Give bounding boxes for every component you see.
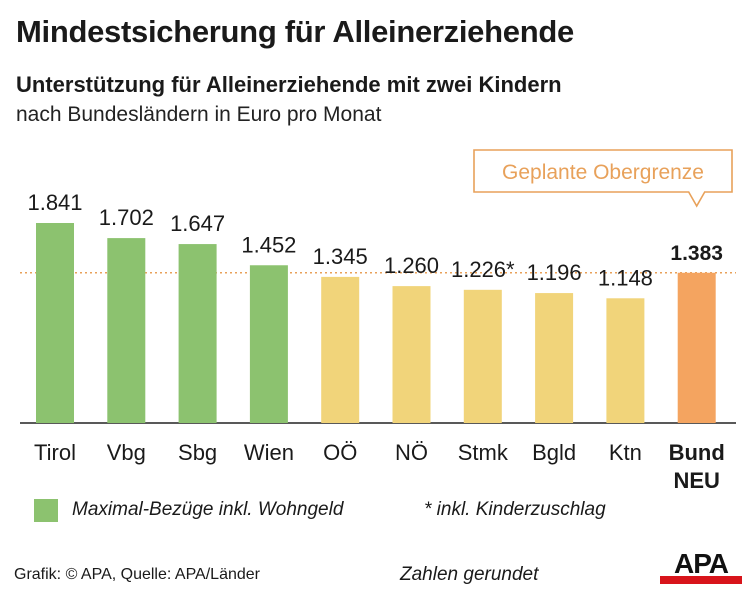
- value-label-2: 1.647: [170, 211, 225, 236]
- category-label-5: NÖ: [395, 440, 428, 465]
- source-credit: Grafik: © APA, Quelle: APA/Länder: [14, 566, 260, 583]
- chart-subtitle: Unterstützung für Alleinerziehende mit z…: [16, 72, 562, 97]
- callout-label: Geplante Obergrenze: [502, 161, 704, 184]
- bar-0: [36, 223, 74, 423]
- value-label-6: 1.226*: [451, 257, 515, 282]
- bar-8: [606, 298, 645, 423]
- value-label-0: 1.841: [27, 190, 82, 215]
- legend-swatch: [34, 499, 58, 522]
- bar-3: [249, 265, 288, 423]
- apa-logo-text: APA: [674, 548, 729, 579]
- category-label-9-1: NEU: [673, 468, 719, 493]
- bar-7: [535, 293, 574, 423]
- legend-label: Maximal-Bezüge inkl. Wohngeld: [72, 499, 344, 520]
- category-label-6: Stmk: [458, 440, 509, 465]
- category-label-3: Wien: [244, 440, 294, 465]
- bar-4: [321, 276, 360, 423]
- value-label-3: 1.452: [241, 232, 296, 257]
- value-label-5: 1.260: [384, 253, 439, 278]
- category-label-7: Bgld: [532, 440, 576, 465]
- value-label-9: 1.383: [670, 242, 723, 265]
- bar-9: [677, 272, 716, 423]
- chart-title: Mindestsicherung für Alleinerziehende: [16, 14, 574, 49]
- category-label-2: Sbg: [178, 440, 217, 465]
- chart-subtitle-unit: nach Bundesländern in Euro pro Monat: [16, 103, 382, 126]
- value-label-8: 1.148: [598, 265, 653, 290]
- value-label-7: 1.196: [527, 260, 582, 285]
- category-label-1: Vbg: [107, 440, 146, 465]
- bar-1: [107, 238, 146, 423]
- footnote: * inkl. Kinderzuschlag: [424, 499, 606, 520]
- category-label-9-0: Bund: [669, 440, 725, 465]
- value-label-1: 1.702: [99, 205, 154, 230]
- category-label-4: OÖ: [323, 440, 357, 465]
- apa-logo-bar: [660, 576, 742, 584]
- callout-box: [473, 149, 733, 208]
- bar-6: [463, 289, 502, 423]
- category-label-8: Ktn: [609, 440, 642, 465]
- bar-5: [392, 286, 431, 423]
- apa-logo: APA: [660, 548, 742, 584]
- rounding-note: Zahlen gerundet: [400, 564, 539, 585]
- value-label-4: 1.345: [313, 244, 368, 269]
- bar-2: [178, 244, 217, 423]
- category-label-0: Tirol: [34, 440, 76, 465]
